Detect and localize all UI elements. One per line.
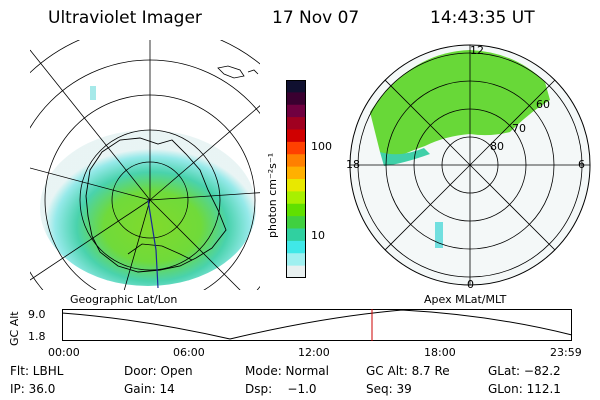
mlat-label-70: 70 xyxy=(512,122,526,135)
colorbar-band xyxy=(286,191,306,205)
colorbar-band xyxy=(286,80,306,93)
colorbar-band xyxy=(286,117,306,131)
altitude-curve xyxy=(62,309,573,340)
colorbar-band xyxy=(286,166,306,180)
ip-info: IP: 36.0 xyxy=(10,382,56,396)
colorbar-band xyxy=(286,141,306,155)
geographic-map xyxy=(30,40,260,290)
xtick-2359: 23:59 xyxy=(550,346,582,359)
apex-panel-title: Apex MLat/MLT xyxy=(424,293,507,306)
colorbar-band xyxy=(286,92,306,106)
door-info: Door: Open xyxy=(124,364,193,378)
colorbar-band xyxy=(286,253,306,267)
colorbar-band xyxy=(286,216,306,230)
xtick-0000: 00:00 xyxy=(48,346,80,359)
mlt-label-18: 18 xyxy=(346,158,360,171)
colorbar-band xyxy=(286,265,306,278)
colorbar-band xyxy=(286,104,306,118)
mlt-label-12: 12 xyxy=(470,44,484,57)
glon-info: GLon: 112.1 xyxy=(488,382,561,396)
gain-info: Gain: 14 xyxy=(124,382,175,396)
time-label: 14:43:35 UT xyxy=(430,8,535,28)
colorbar-band xyxy=(286,129,306,143)
altitude-ymax: 9.0 xyxy=(28,308,46,321)
geo-panel-title: Geographic Lat/Lon xyxy=(70,293,178,306)
altitude-ylabel: GC Alt xyxy=(8,311,21,346)
instrument-title: Ultraviolet Imager xyxy=(48,8,202,28)
colorbar-band xyxy=(286,240,306,254)
colorbar xyxy=(286,80,306,278)
aurora-emission-apex xyxy=(370,50,550,162)
date-label: 17 Nov 07 xyxy=(272,8,360,28)
coastline-antarctica xyxy=(85,137,227,273)
colorbar-tick-100: 100 xyxy=(311,140,332,153)
mlat-label-60: 60 xyxy=(536,98,550,111)
apex-mlat-mlt-map xyxy=(349,44,591,286)
altitude-ymin: 1.8 xyxy=(28,330,46,343)
glat-info: GLat: −82.2 xyxy=(488,364,561,378)
colorbar-band xyxy=(286,228,306,242)
colorbar-tick-10: 10 xyxy=(311,229,325,242)
dsp-info: Dsp: −1.0 xyxy=(245,382,317,396)
xtick-1200: 12:00 xyxy=(298,346,330,359)
filter-info: Flt: LBHL xyxy=(10,364,64,378)
colorbar-band xyxy=(286,203,306,217)
mlt-label-0: 0 xyxy=(467,278,474,291)
colorbar-band xyxy=(286,154,306,168)
mode-info: Mode: Normal xyxy=(245,364,329,378)
altitude-plot xyxy=(62,309,573,341)
seq-info: Seq: 39 xyxy=(366,382,412,396)
colorbar-band xyxy=(286,179,306,192)
xtick-1800: 18:00 xyxy=(424,346,456,359)
gc-alt-info: GC Alt: 8.7 Re xyxy=(366,364,450,378)
colorbar-unit-label: photon cm⁻²s⁻¹ xyxy=(266,152,279,238)
mlt-label-6: 6 xyxy=(578,158,585,171)
xtick-0600: 06:00 xyxy=(173,346,205,359)
mlat-label-80: 80 xyxy=(490,140,504,153)
